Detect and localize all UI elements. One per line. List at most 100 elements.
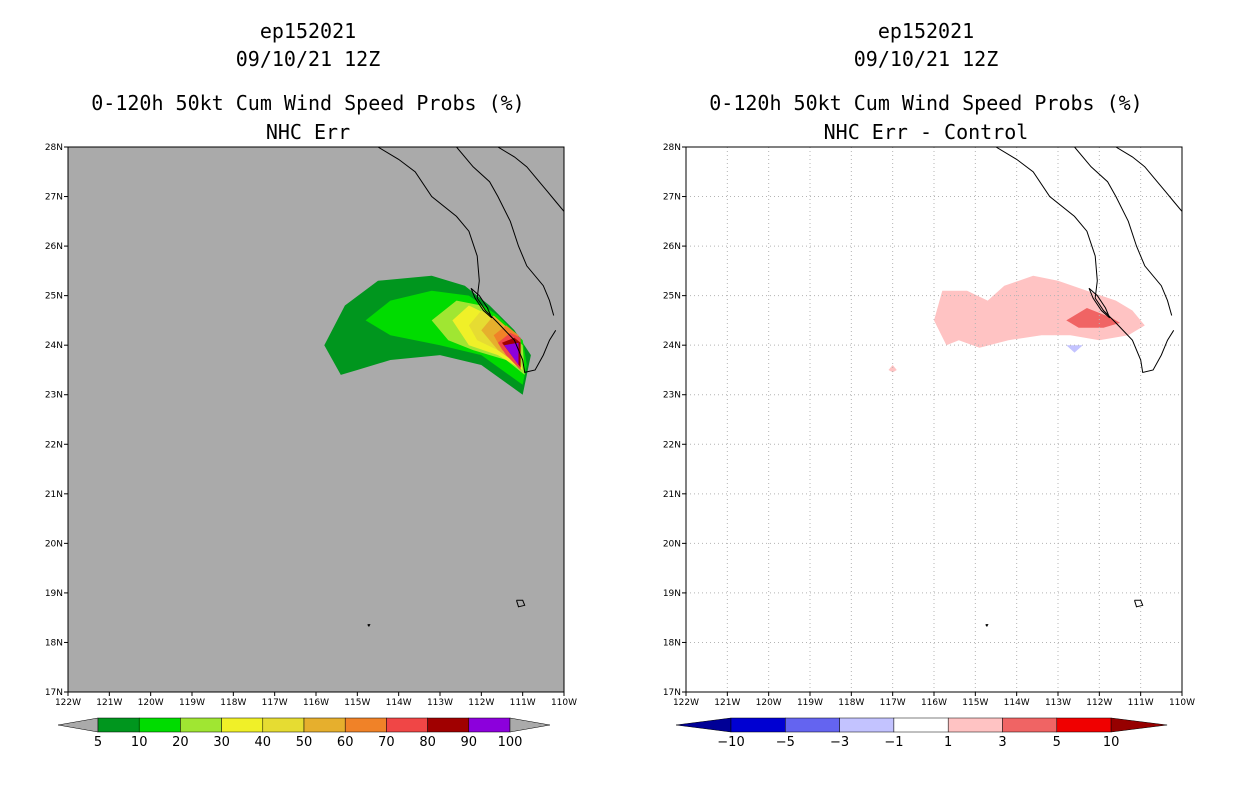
right-colorbar-segment-3	[893, 717, 949, 733]
left-colorbar-label-10: 10	[131, 735, 148, 750]
left-contour-90-9	[504, 342, 519, 365]
right-colorbar-label-5: 5	[1053, 735, 1061, 750]
left-x-tick-label-111W: 111W	[510, 698, 536, 708]
left-x-tick-label-110W: 110W	[551, 698, 577, 708]
left-map-background	[68, 147, 564, 692]
right-coast-segment-4	[1134, 599, 1144, 608]
right-coast-segment-1	[1074, 147, 1173, 316]
right-y-tick-label-28N: 28N	[663, 143, 681, 153]
left-y-tick-label-23N: 23N	[45, 391, 63, 401]
right-coast-segment-2	[1115, 147, 1182, 212]
left-x-tick-label-120W: 120W	[138, 698, 164, 708]
left-coast-segment-5	[367, 624, 371, 628]
left-y-tick-label-19N: 19N	[45, 589, 63, 599]
left-colorbar-segment-5	[303, 717, 346, 733]
right-gridlines	[686, 147, 1182, 692]
right-x-tick-label-113W: 113W	[1045, 698, 1071, 708]
left-colorbar-label-5: 5	[94, 735, 102, 750]
left-y-tick-label-25N: 25N	[45, 292, 63, 302]
right-y-tick-label-18N: 18N	[663, 638, 681, 648]
right-colorbar-segment-6	[1056, 717, 1112, 733]
left-storm-id: ep152021	[260, 19, 356, 43]
right-colorbar-label--1: −1	[884, 735, 903, 750]
right-colorbar-segment-4	[947, 717, 1003, 733]
left-x-axis: 122W 121W 120W 119W 118W 117W 116W 115W 114W 113W…	[55, 692, 577, 708]
right-subtitle: NHC Err - Control	[824, 120, 1029, 144]
left-colorbar-label-70: 70	[378, 735, 395, 750]
left-colorbar-label-100: 100	[498, 735, 523, 750]
left-coast-segment-4	[516, 599, 526, 608]
right-colorbar-label-1: 1	[944, 735, 952, 750]
right-coast-segment-0	[995, 147, 1175, 374]
left-x-tick-label-116W: 116W	[303, 698, 329, 708]
right-colorbar-segment-1	[785, 717, 840, 733]
right-difference-contours	[888, 275, 1145, 373]
right-datetime: 09/10/21 12Z	[854, 47, 999, 71]
left-subtitle: NHC Err	[266, 120, 350, 144]
left-colorbar-label-20: 20	[172, 735, 189, 750]
left-colorbar-segment-6	[344, 717, 387, 733]
right-storm-id: ep152021	[878, 19, 974, 43]
left-y-tick-label-21N: 21N	[45, 490, 63, 500]
right-y-tick-label-22N: 22N	[663, 440, 681, 450]
right-x-tick-label-117W: 117W	[880, 698, 906, 708]
left-colorbar-high-triangle	[509, 717, 551, 733]
right-contour-3-1	[1066, 308, 1120, 328]
left-y-tick-label-24N: 24N	[45, 341, 63, 351]
right-x-tick-label-119W: 119W	[797, 698, 823, 708]
left-x-tick-label-118W: 118W	[220, 698, 246, 708]
left-coast-segment-0	[377, 147, 557, 374]
left-x-tick-label-113W: 113W	[427, 698, 453, 708]
left-y-tick-label-22N: 22N	[45, 440, 63, 450]
left-x-tick-label-117W: 117W	[262, 698, 288, 708]
right-x-tick-label-111W: 111W	[1128, 698, 1154, 708]
left-colorbar-segment-3	[221, 717, 264, 733]
left-colorbar-label-90: 90	[461, 735, 478, 750]
right-x-tick-label-116W: 116W	[921, 698, 947, 708]
left-x-tick-label-114W: 114W	[386, 698, 412, 708]
right-contour--1-3	[1066, 345, 1083, 353]
left-x-tick-label-121W: 121W	[96, 698, 122, 708]
right-y-tick-label-23N: 23N	[663, 391, 681, 401]
right-y-tick-label-20N: 20N	[663, 539, 681, 549]
right-x-tick-label-118W: 118W	[838, 698, 864, 708]
right-x-tick-label-115W: 115W	[962, 698, 988, 708]
right-colorbar-segment-0	[730, 717, 786, 733]
left-y-tick-label-27N: 27N	[45, 193, 63, 203]
left-colorbar-label-40: 40	[255, 735, 272, 750]
right-colorbar-label--3: −3	[830, 735, 849, 750]
right-coastline	[985, 147, 1182, 628]
right-coast-segment-5	[985, 624, 989, 628]
right-y-tick-label-19N: 19N	[663, 589, 681, 599]
left-colorbar-label-50: 50	[296, 735, 313, 750]
right-colorbar-label--5: −5	[776, 735, 795, 750]
right-coast-segment-3	[1088, 287, 1111, 319]
left-colorbar-low-triangle	[57, 717, 99, 733]
right-y-tick-label-24N: 24N	[663, 341, 681, 351]
left-colorbar: 5 10 20 30 40 50 60 70 80 90 100	[57, 717, 551, 750]
left-coast-segment-1	[456, 147, 555, 316]
left-colorbar-segment-1	[138, 717, 181, 733]
right-y-tick-label-27N: 27N	[663, 193, 681, 203]
left-coast-segment-2	[497, 147, 564, 212]
right-x-tick-label-110W: 110W	[1169, 698, 1195, 708]
right-x-tick-label-121W: 121W	[714, 698, 740, 708]
left-y-axis: 17N 18N 19N 20N 21N 22N 23N 24N 25N 26N 27N 28N	[45, 143, 68, 698]
right-x-tick-label-120W: 120W	[756, 698, 782, 708]
left-colorbar-label-60: 60	[337, 735, 354, 750]
right-colorbar-segment-2	[839, 717, 895, 733]
left-colorbar-segment-8	[427, 717, 470, 733]
left-x-tick-label-119W: 119W	[179, 698, 205, 708]
right-y-tick-label-21N: 21N	[663, 490, 681, 500]
left-colorbar-segment-0	[97, 717, 140, 733]
left-x-tick-label-115W: 115W	[344, 698, 370, 708]
left-title: 0-120h 50kt Cum Wind Speed Probs (%)	[91, 91, 524, 115]
right-colorbar-segment-5	[1002, 717, 1058, 733]
left-y-tick-label-20N: 20N	[45, 539, 63, 549]
left-coastline	[367, 147, 564, 628]
left-y-tick-label-18N: 18N	[45, 638, 63, 648]
left-x-tick-label-122W: 122W	[55, 698, 81, 708]
right-contour-1-2	[888, 365, 897, 373]
right-colorbar-low-triangle	[675, 717, 732, 733]
